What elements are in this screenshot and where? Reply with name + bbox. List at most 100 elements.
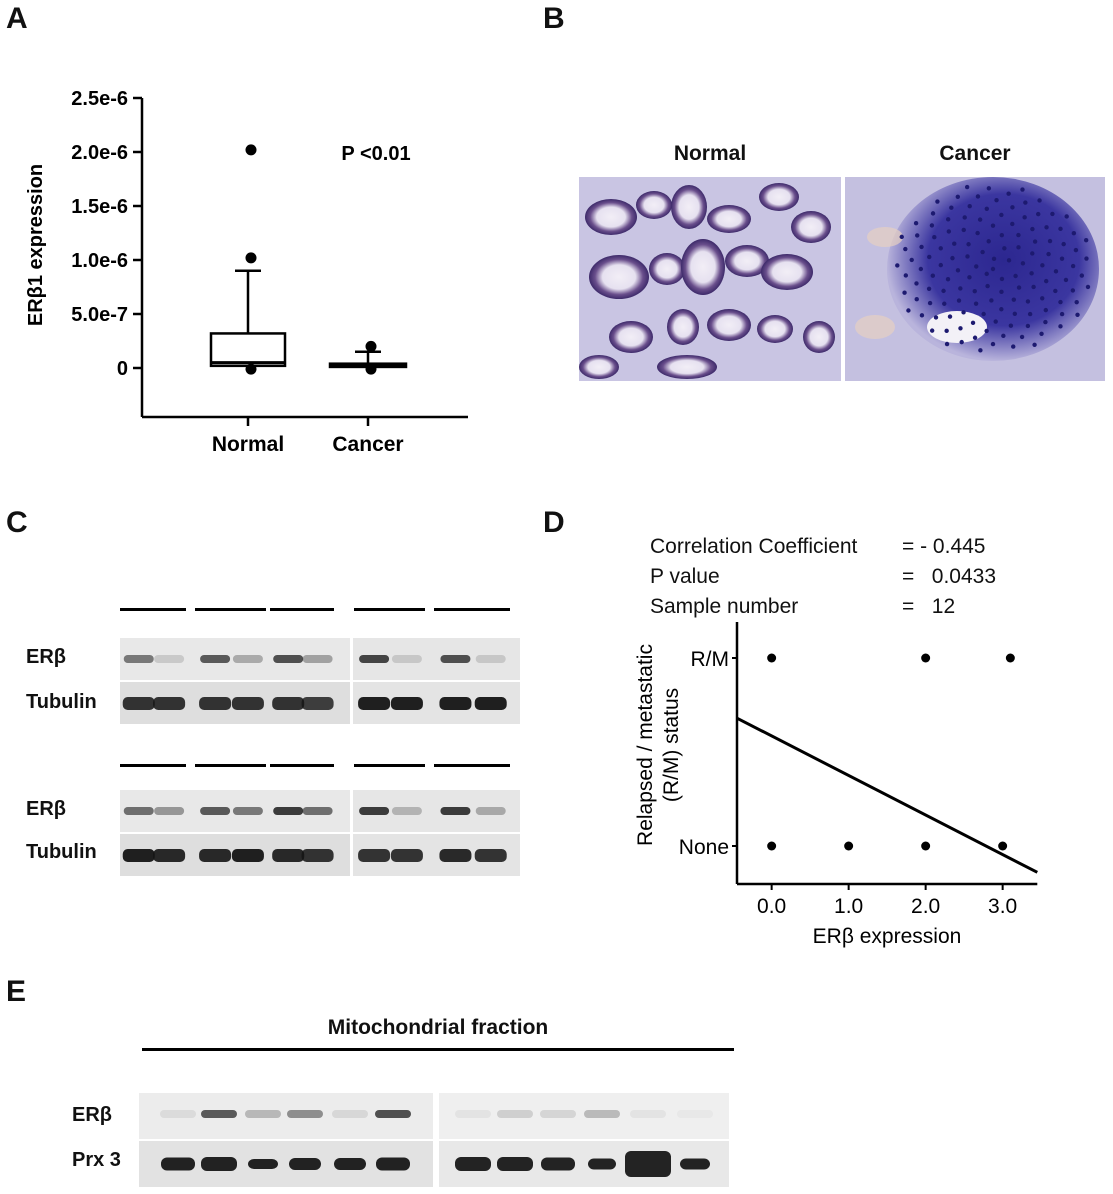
stat-label-correlation: Correlation Coefficient [650, 535, 858, 558]
nucleus-dot [1016, 285, 1022, 290]
blot-band-tubulin [301, 697, 334, 710]
blot-band-tubulin [272, 697, 305, 710]
blot-patient-bar [195, 764, 266, 767]
stat-label-pvalue: P value [650, 565, 720, 588]
scatter-point [921, 653, 931, 663]
nucleus-dot [903, 246, 908, 252]
blot-e-band-erb [540, 1110, 576, 1118]
nucleus-dot [929, 328, 935, 333]
blot-e-band-erb [455, 1110, 491, 1118]
scatter-x-tick-label: 3.0 [988, 895, 1017, 918]
scatter-chart: None R/M 0.0 1.0 2.0 3.0 Relapsed / metastati… [634, 622, 1038, 948]
box-outlier-point [245, 252, 257, 264]
nucleus-dot [1027, 311, 1033, 317]
blot-e-band-erb [497, 1110, 533, 1118]
scatter-point [767, 841, 777, 851]
nucleus-dot [973, 301, 979, 306]
nucleus-dot [942, 301, 947, 306]
blot-c-row1-tubulin-label: Tubulin [26, 691, 97, 713]
blot-e-band-prx [161, 1157, 195, 1171]
nucleus-dot [915, 233, 920, 238]
scatter-x-title: ERβ expression [813, 925, 962, 948]
blot-band-erb [475, 655, 506, 663]
nucleus-dot [984, 328, 989, 334]
nucleus-dot [944, 341, 950, 347]
duct-structure [649, 253, 685, 285]
blot-e-band-erb [584, 1110, 620, 1118]
nucleus-dot [938, 246, 943, 251]
nucleus-dot [1001, 333, 1006, 339]
nucleus-dot [927, 254, 932, 260]
scatter-x-tick-label: 1.0 [834, 895, 863, 918]
blot-band-tubulin [153, 849, 186, 862]
nucleus-dot [1016, 232, 1021, 238]
box-iqr [209, 332, 287, 368]
panel-label-c: C [6, 506, 28, 539]
nucleus-dot [961, 227, 966, 233]
box-outlier-point [365, 363, 377, 375]
nucleus-dot [949, 205, 954, 210]
stat-label-sample: Sample number [650, 595, 799, 618]
nucleus-dot [1061, 241, 1066, 247]
blot-band-erb [391, 655, 422, 663]
nucleus-dot [1070, 288, 1076, 293]
nucleus-dot [955, 194, 961, 199]
duct-structure [759, 183, 799, 211]
blot-band-tubulin [439, 849, 472, 862]
blot-e-band-prx [588, 1158, 616, 1170]
nucleus-dot [944, 328, 949, 334]
nucleus-dot [975, 194, 981, 199]
blot-e-band-erb [375, 1110, 411, 1118]
blot-e-band-erb [287, 1110, 323, 1118]
nucleus-dot [1008, 323, 1014, 328]
nucleus-dot [1058, 226, 1063, 232]
nucleus-dot [1040, 263, 1045, 268]
blot-band-erb [440, 807, 471, 815]
nucleus-dot [919, 244, 924, 250]
nucleus-dot [1050, 211, 1055, 217]
nucleus-dot [903, 273, 909, 278]
duct-structure [803, 321, 835, 353]
nucleus-dot [1039, 331, 1044, 336]
nucleus-dot [1073, 247, 1079, 253]
blot-patient-bar [434, 608, 510, 611]
blot-c-row2-header [0, 736, 540, 806]
blot-band-erb [232, 655, 263, 663]
boxplot-chart: 0 5.0e-7 1.0e-6 1.5e-6 2.0e-6 2.5e-6 Normal Can… [25, 88, 468, 456]
nucleus-dot [966, 242, 971, 247]
scatter-point [921, 841, 931, 851]
nucleus-dot [978, 348, 983, 353]
scatter-y-tick-label: None [679, 836, 729, 859]
nucleus-dot [970, 320, 976, 326]
blot-e-image [139, 1093, 729, 1187]
nucleus-dot [1074, 299, 1079, 305]
blot-e-prx-label: Prx 3 [72, 1149, 121, 1171]
nucleus-dot [935, 199, 940, 204]
blot-band-tubulin [231, 697, 264, 710]
blot-patient-bar [195, 608, 266, 611]
nucleus-dot [1084, 256, 1089, 261]
panel-label-e: E [6, 975, 27, 1008]
blot-e-band-prx [680, 1158, 710, 1170]
duct-structure [671, 185, 707, 229]
blot-e-band-erb [245, 1110, 281, 1118]
nucleus-dot [972, 335, 978, 340]
nucleus-dot [1053, 288, 1058, 294]
stats-block: Correlation Coefficient = - 0.445 P valu… [650, 532, 1050, 622]
blot-band-erb [123, 807, 154, 815]
scatter-x-tick-label: 0.0 [757, 895, 786, 918]
blot-band-tubulin [122, 697, 155, 710]
x-tick-label: Normal [212, 433, 284, 456]
regression-line [736, 716, 1038, 874]
y-tick-label: 1.5e-6 [71, 196, 128, 218]
y-tick-label: 0 [117, 358, 128, 380]
nucleus-dot [999, 276, 1005, 282]
nucleus-dot [1071, 231, 1077, 236]
nucleus-dot [967, 204, 972, 209]
scatter-point [767, 653, 777, 663]
y-tick-label: 2.0e-6 [71, 142, 128, 164]
x-tick-label: Cancer [332, 433, 403, 456]
nucleus-dot [1006, 258, 1012, 263]
micrograph-normal-label: Normal [673, 142, 747, 165]
blot-band-erb [302, 807, 333, 815]
